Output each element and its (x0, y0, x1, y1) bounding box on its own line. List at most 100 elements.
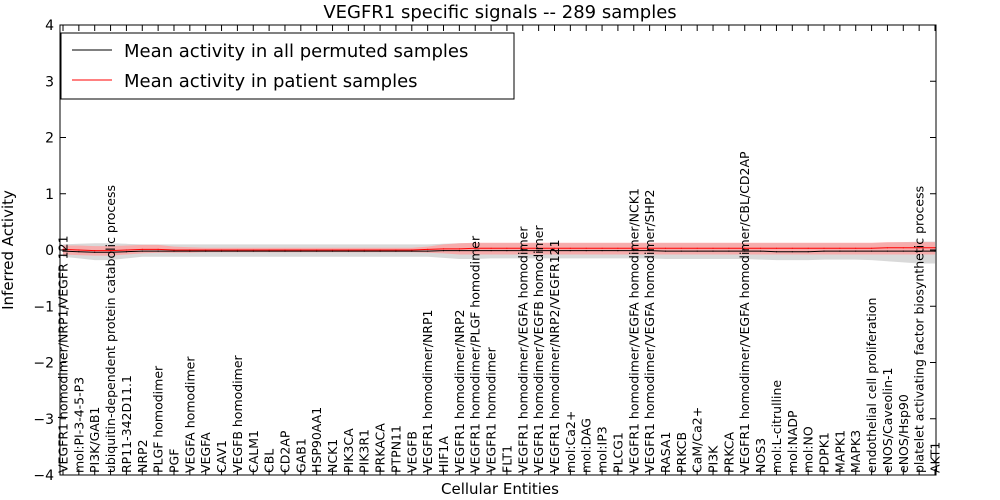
point-series-1-47 (807, 247, 809, 249)
legend-entry-patient: Mean activity in patient samples (124, 71, 418, 92)
category-label: AKT1 (928, 442, 943, 473)
point-series-0-33 (585, 250, 587, 252)
point-series-0-55 (934, 250, 936, 252)
category-label: PI3K (706, 445, 721, 473)
point-series-0-22 (411, 250, 413, 252)
category-label: VEGFR1 homodimer/NRP2/VEGFR121 (547, 239, 562, 473)
band-series-1 (63, 242, 935, 256)
point-series-0-42 (728, 250, 730, 252)
point-series-1-44 (760, 247, 762, 249)
y-tick-label: 4 (45, 18, 54, 34)
point-series-0-18 (347, 250, 349, 252)
point-series-1-33 (585, 247, 587, 249)
category-label: VEGFR1 homodimer/NRP1 (420, 310, 435, 473)
category-label: PI3K/GAB1 (87, 407, 102, 473)
point-series-0-38 (664, 250, 667, 252)
point-series-0-44 (760, 250, 762, 252)
point-series-0-45 (775, 251, 778, 253)
point-series-1-40 (696, 247, 698, 249)
point-series-1-19 (363, 249, 365, 251)
point-series-0-53 (902, 250, 904, 252)
x-axis-ticks (62, 25, 936, 475)
point-series-0-8 (189, 250, 191, 252)
category-label: PIK3CA (341, 428, 356, 473)
point-series-1-13 (268, 249, 270, 251)
category-label: mol:NADP (785, 410, 800, 473)
line-series-1 (62, 247, 935, 252)
point-series-0-31 (553, 250, 556, 252)
point-series-0-16 (316, 250, 318, 252)
category-label: eNOS/Caveolin-1 (880, 368, 895, 473)
category-label: VEGFR1 homodimer/NRP1/VEGFR 121 (56, 235, 71, 473)
category-labels: VEGFR1 homodimer/NRP1/VEGFR 121 mol:PI-3-… (56, 151, 943, 473)
category-label: FLT1 (499, 445, 514, 473)
point-series-1-45 (775, 247, 778, 249)
point-series-0-9 (205, 250, 207, 252)
point-series-1-52 (886, 247, 889, 249)
point-series-1-1 (78, 249, 80, 251)
category-label: PIK3R1 (357, 429, 372, 473)
point-series-1-28 (506, 247, 508, 249)
category-label: mol:PI-3-4-5-P3 (71, 377, 86, 473)
chart-title: VEGFR1 specific signals -- 289 samples (323, 2, 676, 23)
confidence-bands (63, 241, 935, 264)
category-label: PRKACA (373, 423, 388, 473)
point-series-0-20 (379, 250, 381, 252)
point-series-0-34 (601, 250, 603, 252)
point-series-0-6 (157, 250, 159, 252)
point-series-0-30 (538, 250, 540, 252)
point-series-1-4 (125, 249, 127, 251)
point-series-1-53 (902, 247, 904, 249)
point-series-0-1 (78, 251, 80, 253)
category-label: PLCG1 (610, 432, 625, 473)
point-series-1-41 (712, 247, 714, 249)
point-series-1-48 (823, 247, 825, 249)
point-series-0-36 (633, 250, 635, 252)
category-label: VEGFR1 homodimer/VEGFA homodimer/NCK1 (626, 188, 641, 473)
category-label: VEGFR1 homodimer/VEGFA homodimer (515, 226, 530, 473)
y-tick-label: 3 (45, 74, 54, 90)
category-label: VEGFR1 homodimer/VEGFB homodimer (531, 225, 546, 473)
category-label: CBL (262, 449, 277, 473)
category-label: eNOS/Hsp90 (896, 394, 911, 473)
y-tick-label: 2 (45, 131, 54, 147)
category-label: PRKCA (721, 432, 736, 473)
point-series-0-27 (490, 250, 492, 252)
point-series-1-18 (347, 249, 349, 251)
legend: Mean activity in all permuted samples Me… (60, 32, 515, 100)
point-series-0-13 (268, 250, 270, 252)
point-series-1-38 (664, 247, 667, 249)
point-series-1-49 (839, 247, 841, 249)
point-series-0-24 (442, 250, 445, 252)
category-label: RP11-342D11.1 (119, 375, 134, 473)
point-series-1-39 (680, 247, 682, 249)
point-series-0-14 (284, 250, 286, 252)
y-tick-label: −4 (33, 468, 54, 484)
category-label: VEGFR1 homodimer/NRP2 (452, 310, 467, 473)
category-label: HIF1A (436, 436, 451, 473)
point-series-1-11 (236, 249, 238, 251)
point-series-0-11 (236, 250, 238, 252)
point-series-1-15 (300, 249, 302, 251)
point-series-0-32 (569, 250, 571, 252)
point-series-1-8 (189, 249, 191, 251)
point-series-0-48 (823, 250, 825, 252)
point-series-1-32 (569, 247, 571, 249)
series-lines (62, 247, 936, 253)
point-series-1-29 (522, 247, 524, 249)
point-series-0-40 (696, 250, 698, 252)
point-series-1-10 (220, 249, 223, 251)
point-series-1-26 (474, 247, 476, 249)
category-label: mol:L-citrulline (769, 380, 784, 473)
point-series-1-31 (553, 247, 556, 249)
point-series-1-2 (94, 250, 96, 252)
category-label: endothelial cell proliferation (864, 298, 879, 473)
point-series-1-3 (110, 250, 112, 252)
point-series-1-35 (617, 247, 619, 249)
point-series-1-30 (538, 247, 540, 249)
category-label: VEGFB homodimer (230, 354, 245, 473)
point-series-0-26 (474, 250, 476, 252)
point-series-0-49 (839, 250, 841, 252)
line-series-0 (62, 250, 935, 253)
category-label: mol:Ca2+ (563, 411, 578, 473)
